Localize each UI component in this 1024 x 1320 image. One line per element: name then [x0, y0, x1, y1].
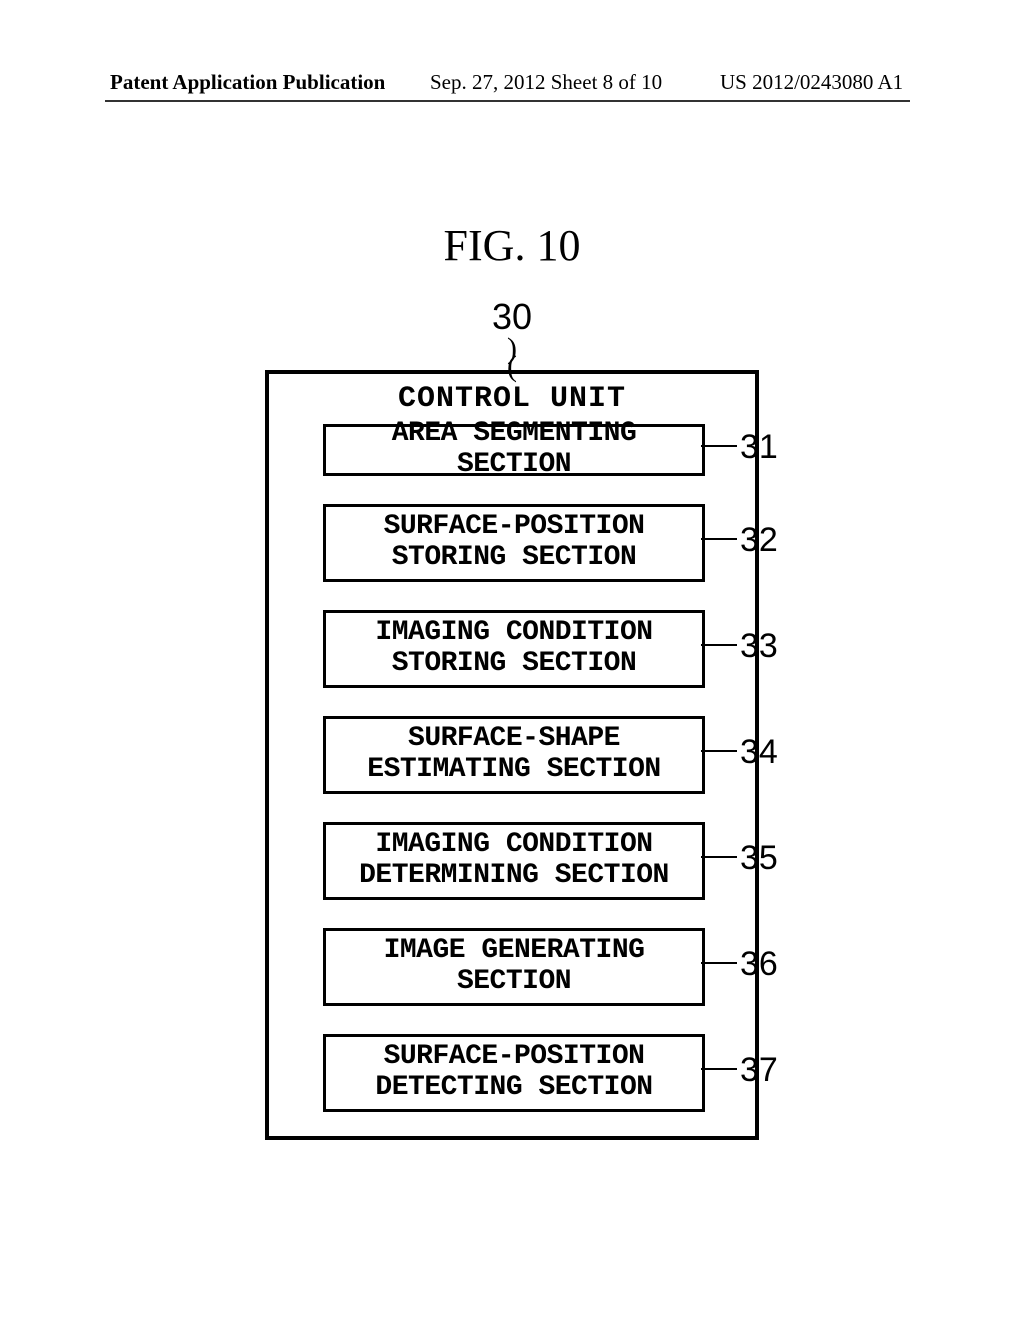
section-label: SURFACE-SHAPEESTIMATING SECTION — [367, 724, 660, 786]
header-left: Patent Application Publication — [110, 70, 385, 95]
lead-line-31 — [701, 445, 737, 447]
lead-line-36 — [701, 962, 737, 964]
ref-num-31: 31 — [740, 428, 778, 467]
section-label: IMAGING CONDITIONDETERMINING SECTION — [359, 830, 669, 892]
patent-figure-page: Patent Application Publication Sep. 27, … — [0, 0, 1024, 1320]
section-box-33: IMAGING CONDITIONSTORING SECTION — [323, 610, 705, 688]
section-label: SURFACE-POSITIONDETECTING SECTION — [375, 1042, 652, 1104]
control-unit-title: CONTROL UNIT — [269, 382, 755, 416]
control-unit-box: CONTROL UNIT AREA SEGMENTING SECTION SUR… — [265, 370, 759, 1140]
section-box-32: SURFACE-POSITIONSTORING SECTION — [323, 504, 705, 582]
section-label: SURFACE-POSITIONSTORING SECTION — [384, 512, 645, 574]
lead-line-37 — [701, 1068, 737, 1070]
section-box-37: SURFACE-POSITIONDETECTING SECTION — [323, 1034, 705, 1112]
lead-line-32 — [701, 538, 737, 540]
ref-num-35: 35 — [740, 839, 778, 878]
section-box-34: SURFACE-SHAPEESTIMATING SECTION — [323, 716, 705, 794]
figure-title: FIG. 10 — [0, 220, 1024, 271]
section-box-36: IMAGE GENERATINGSECTION — [323, 928, 705, 1006]
unit-ref-number: 30 — [492, 296, 532, 337]
ref-num-37: 37 — [740, 1051, 778, 1090]
ref-num-34: 34 — [740, 733, 778, 772]
section-label: AREA SEGMENTING SECTION — [332, 419, 696, 481]
section-label: IMAGE GENERATINGSECTION — [384, 936, 645, 998]
section-label: IMAGING CONDITIONSTORING SECTION — [375, 618, 652, 680]
lead-line-34 — [701, 750, 737, 752]
lead-line-35 — [701, 856, 737, 858]
ref-num-36: 36 — [740, 945, 778, 984]
header-mid: Sep. 27, 2012 Sheet 8 of 10 — [430, 70, 662, 95]
section-box-31: AREA SEGMENTING SECTION — [323, 424, 705, 476]
unit-ref-callout: 30 )( — [0, 296, 1024, 376]
header-rule — [105, 100, 910, 102]
header-right: US 2012/0243080 A1 — [720, 70, 903, 95]
ref-num-33: 33 — [740, 627, 778, 666]
section-box-35: IMAGING CONDITIONDETERMINING SECTION — [323, 822, 705, 900]
ref-num-32: 32 — [740, 521, 778, 560]
lead-line-33 — [701, 644, 737, 646]
